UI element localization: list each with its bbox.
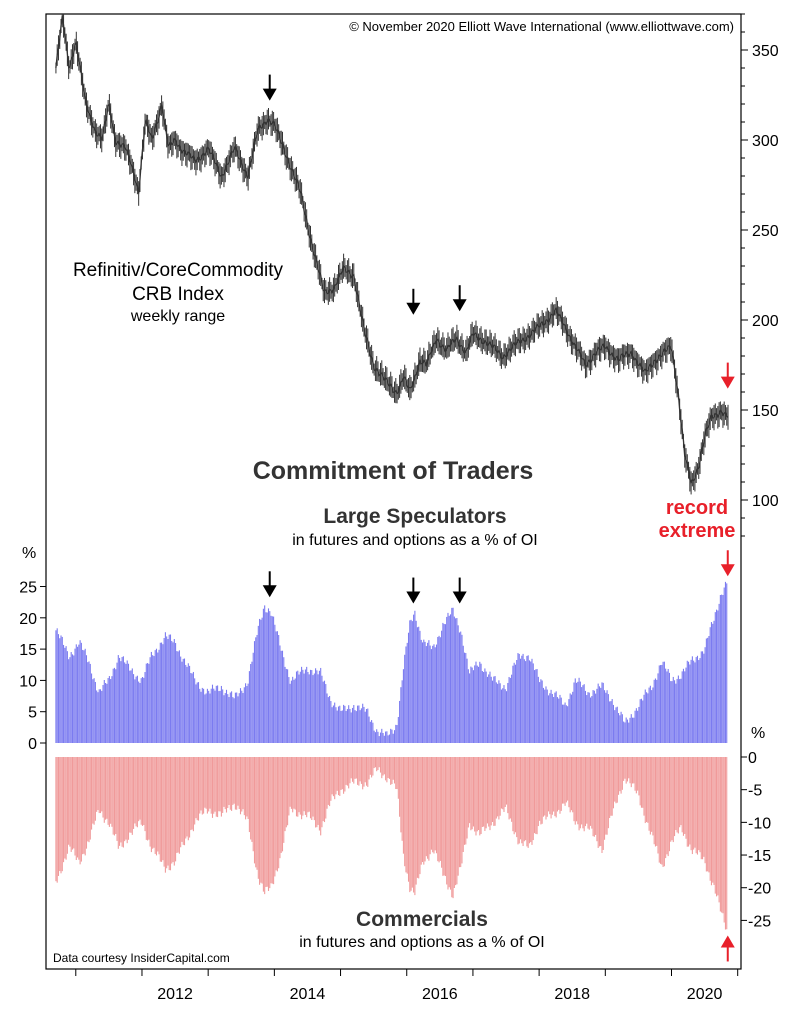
price-peak-arrow-head [452,299,467,312]
speculators-title: Large Speculators [323,505,506,528]
data-source-note: Data courtesy InsiderCapital.com [53,951,230,965]
record-extreme-arrow-head [720,564,735,577]
axes: 10015020025030035005101520250-5-10-15-20… [19,13,779,1003]
speculators-y-tick-label: 5 [28,705,37,722]
speculators-y-tick-label: 10 [19,673,37,690]
speculators-bars [55,581,728,743]
commercials-title: Commercials [356,908,488,931]
price-y-tick-label: 150 [752,403,779,420]
speculators-y-tick-label: 0 [28,736,37,753]
price-peak-arrow-head [406,302,421,315]
section-title: Commitment of Traders [253,457,534,485]
speculators-peak-arrow-head [262,585,277,598]
commercials-ylabel: % [751,725,765,742]
price-y-tick-label: 250 [752,223,779,240]
price-chart-title: Refinitiv/CoreCommodity [73,260,284,281]
speculators-peak-arrow-head [406,591,421,604]
commercials-y-tick-label: -5 [748,783,762,800]
speculators-y-tick-label: 15 [19,642,37,659]
price-y-tick-label: 300 [752,133,779,150]
price-y-tick-label: 350 [752,43,779,60]
x-tick-label: 2014 [290,986,326,1003]
speculators-subtitle: in futures and options as a % of OI [292,532,537,549]
speculators-y-tick-label: 25 [19,580,37,597]
x-tick-label: 2020 [687,986,723,1003]
commercials-extreme-arrow-head [720,935,735,948]
price-y-tick-label: 100 [752,493,779,510]
markers [262,74,735,962]
record-label-line1: record [666,497,728,519]
speculators-y-tick-label: 20 [19,611,37,628]
commercials-bars [55,757,728,930]
commercials-y-tick-label: -25 [748,913,771,930]
commercials-y-tick-label: -10 [748,815,771,832]
price-peak-arrow-head [262,88,277,101]
commercials-y-tick-label: 0 [748,750,757,767]
record-label-line2: extreme [659,520,736,542]
commercials-y-tick-label: -15 [748,848,771,865]
plot-frame [45,13,742,970]
price-y-tick-label: 200 [752,313,779,330]
price-chart-subtitle2: weekly range [130,308,225,325]
price-line [55,15,729,485]
speculators-ylabel: % [22,545,36,562]
commercials-y-tick-label: -20 [748,881,771,898]
x-tick-label: 2012 [157,986,193,1003]
price-peak-arrow-head [720,376,735,389]
copyright-text: © November 2020 Elliott Wave Internation… [349,19,734,34]
commercials-subtitle: in futures and options as a % of OI [299,934,544,951]
price-chart-subtitle: CRB Index [132,284,224,305]
speculators-peak-arrow-head [452,591,467,604]
price-series [55,14,729,495]
x-tick-label: 2018 [554,986,590,1003]
x-tick-label: 2016 [422,986,458,1003]
